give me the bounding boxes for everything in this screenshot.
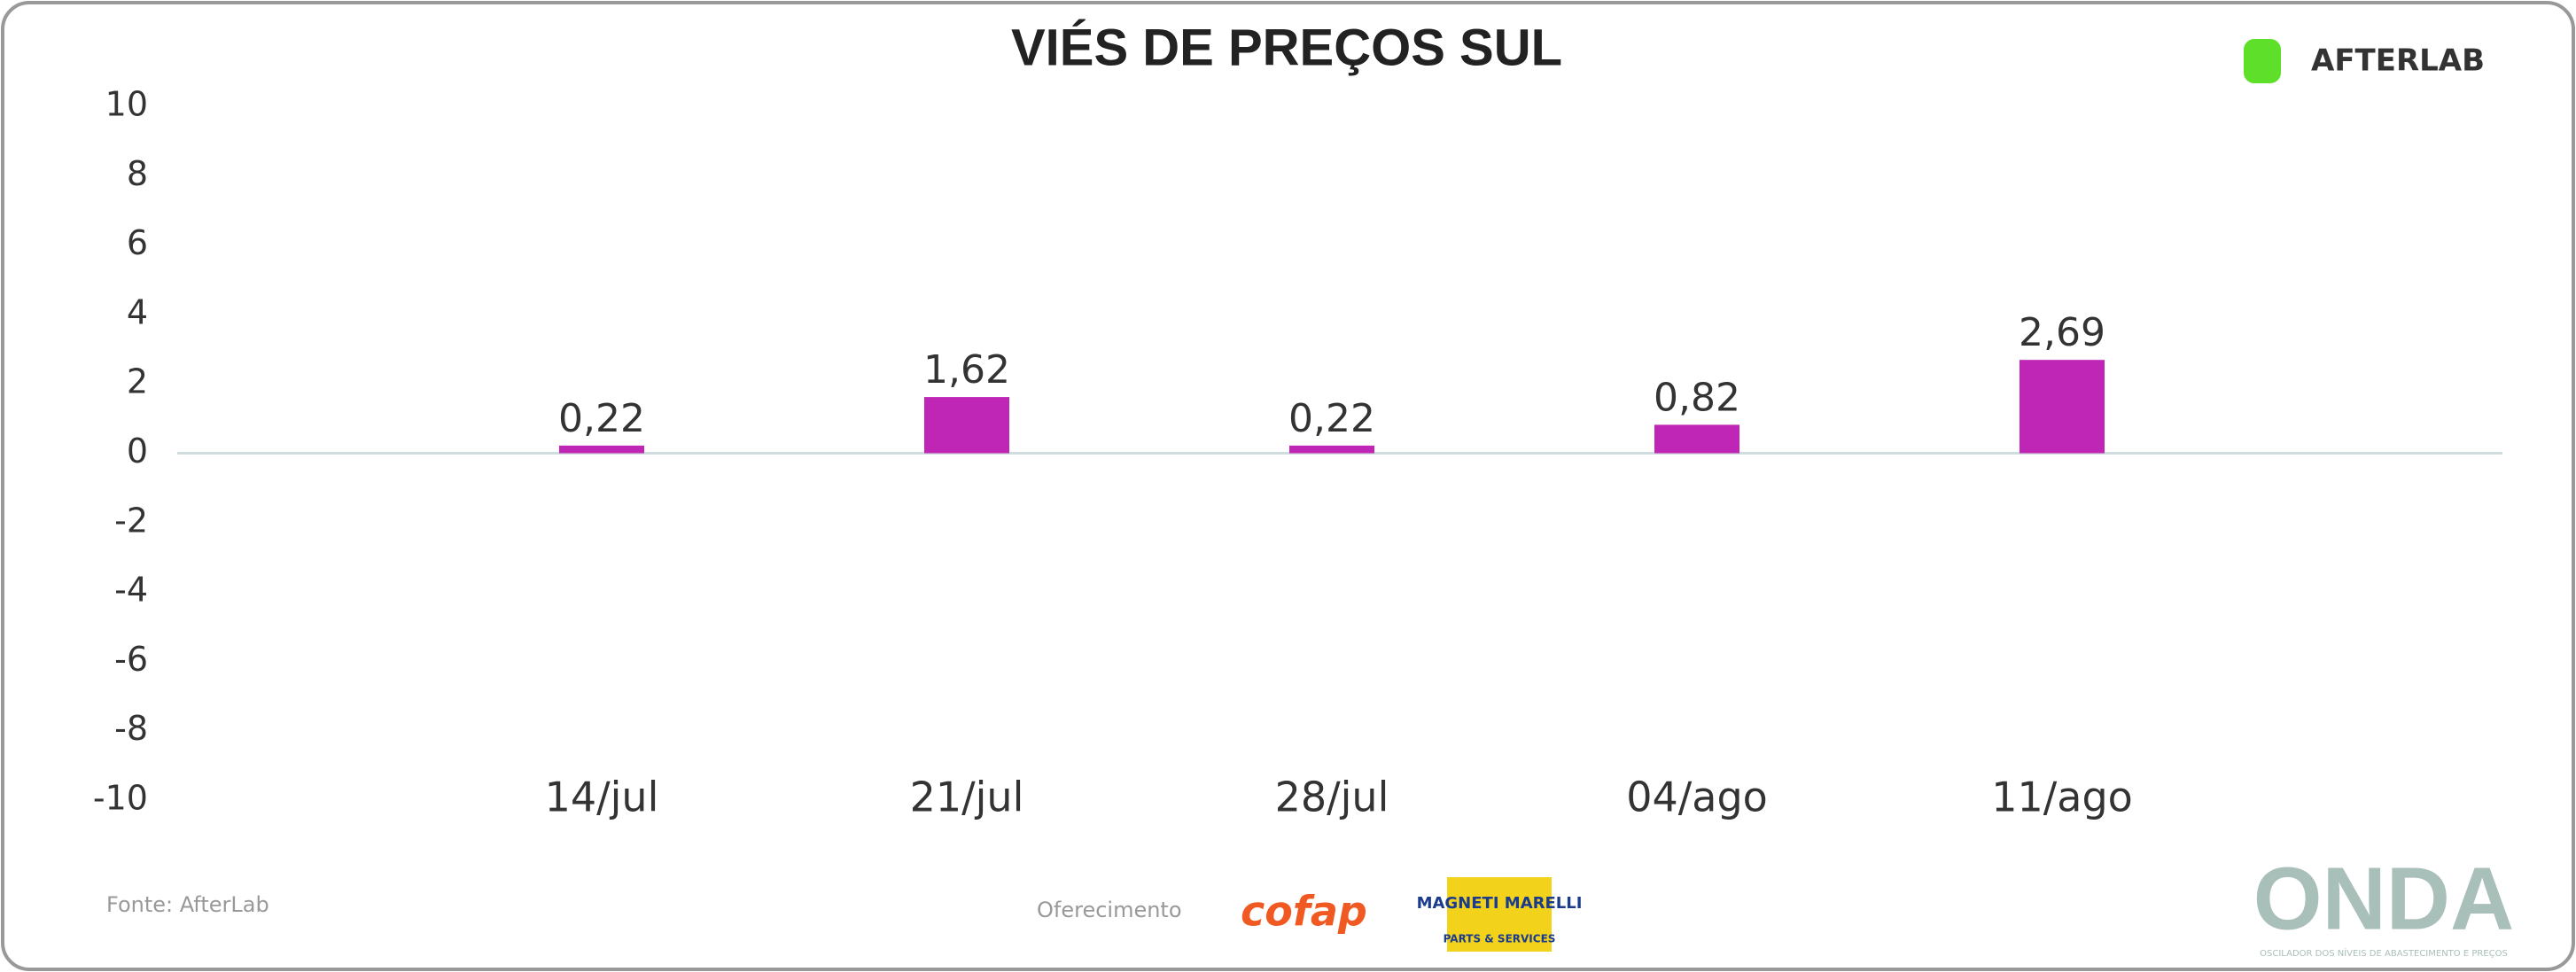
y-tick-label: 6 [127, 223, 148, 262]
y-tick-label: 8 [127, 154, 148, 193]
y-tick-label: -6 [114, 640, 148, 679]
y-tick-label: -4 [114, 571, 148, 610]
logo-icon [2244, 39, 2281, 83]
onda-logo: ONDA [2253, 849, 2514, 948]
value-label: 2,69 [2019, 310, 2105, 355]
y-tick-label: 10 [105, 85, 148, 124]
y-tick-label: -8 [114, 709, 148, 748]
logo-text: AFTERLAB [2311, 43, 2485, 79]
y-tick-label: -2 [114, 501, 148, 540]
marelli-sub: PARTS & SERVICES [1444, 933, 1556, 945]
bar [559, 445, 644, 454]
x-tick-label: 21/jul [910, 774, 1024, 821]
x-tick-label: 28/jul [1275, 774, 1389, 821]
onda-sub: OSCILADOR DOS NÍVEIS DE ABASTECIMENTO E … [2260, 947, 2508, 959]
value-label: 0,22 [1288, 396, 1375, 441]
x-tick-label: 04/ago [1626, 774, 1768, 821]
bar [1654, 424, 1739, 454]
y-tick-label: -10 [93, 779, 148, 818]
y-tick-label: 4 [127, 292, 148, 331]
bar [924, 397, 1009, 454]
x-tick-label: 14/jul [545, 774, 659, 821]
cofap-logo: cofap [1241, 888, 1367, 936]
sponsor-label: Oferecimento [1037, 898, 1182, 922]
value-label: 0,22 [558, 396, 645, 441]
value-label: 0,82 [1654, 375, 1740, 420]
source: Fonte: AfterLab [106, 892, 269, 917]
afterlab-logo: AFTERLAB [2244, 39, 2485, 83]
marelli-box [1447, 877, 1552, 952]
bar [1289, 445, 1374, 454]
y-tick-label: 2 [127, 362, 148, 401]
marelli-logo: MAGNETI MARELLI [1417, 894, 1583, 913]
y-tick-label: 0 [127, 432, 148, 470]
chart-title: VIÉS DE PREÇOS SUL [1011, 19, 1562, 76]
value-label: 1,62 [923, 347, 1010, 393]
bar [2020, 360, 2105, 454]
x-tick-label: 11/ago [1991, 774, 2133, 821]
